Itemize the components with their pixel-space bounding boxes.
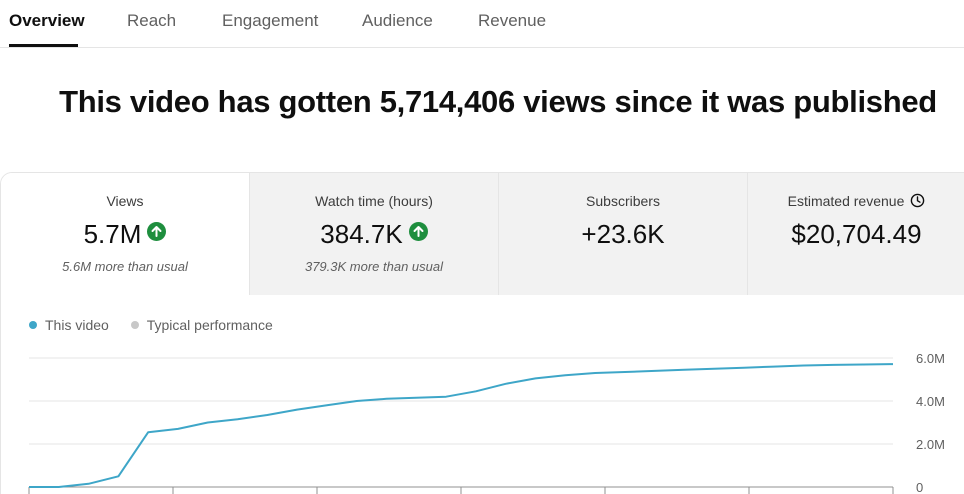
legend-label: This video xyxy=(45,317,109,333)
metric-note: 5.6M more than usual xyxy=(62,259,188,274)
metric-label: Watch time (hours) xyxy=(315,193,433,209)
tab-audience[interactable]: Audience xyxy=(362,11,433,30)
y-gridlines xyxy=(29,357,893,488)
metric-value-text: 5.7M xyxy=(83,219,142,249)
x-axis-ticks xyxy=(28,487,894,494)
metric-tabs: Views 5.7M 5.6M more than usual Watch ti… xyxy=(1,173,964,295)
tab-revenue[interactable]: Revenue xyxy=(478,11,547,30)
metric-value: 384.7K xyxy=(250,219,498,250)
y-tick-label: 4.0M xyxy=(916,394,945,409)
views-line-chart: 6.0M 4.0M 2.0M 0 xyxy=(28,351,945,494)
metrics-card: Views 5.7M 5.6M more than usual Watch ti… xyxy=(0,172,964,494)
legend-this-video: This video xyxy=(29,317,109,333)
tab-engagement[interactable]: Engagement xyxy=(222,11,319,30)
y-tick-label: 2.0M xyxy=(916,437,945,452)
active-tab-indicator xyxy=(9,44,78,47)
metric-label: Views xyxy=(106,193,144,209)
chart-legend: This video Typical performance xyxy=(29,317,291,333)
series-line-this-video xyxy=(29,363,894,488)
views-headline: This video has gotten 5,714,406 views si… xyxy=(59,84,937,119)
metric-estimated-revenue[interactable]: Estimated revenue $20,704.49 xyxy=(748,173,964,295)
clock-icon xyxy=(910,193,925,211)
analytics-tabs: Overview Reach Engagement Audience Reven… xyxy=(0,0,964,48)
arrow-up-icon xyxy=(408,222,428,241)
metric-subscribers[interactable]: Subscribers +23.6K xyxy=(499,173,748,295)
metric-value: $20,704.49 xyxy=(748,219,964,250)
metric-label: Estimated revenue xyxy=(748,193,964,211)
metric-value-text: +23.6K xyxy=(581,219,665,249)
metric-value: 5.7M xyxy=(1,219,249,250)
legend-dot-icon xyxy=(29,321,37,329)
metric-watch-time[interactable]: Watch time (hours) 384.7K 379.3K more th… xyxy=(250,173,499,295)
metric-value-text: 384.7K xyxy=(320,219,403,249)
y-tick-label: 6.0M xyxy=(916,351,945,366)
legend-typical-performance: Typical performance xyxy=(130,317,273,333)
metric-label: Subscribers xyxy=(586,193,660,209)
metric-views[interactable]: Views 5.7M 5.6M more than usual xyxy=(1,173,250,295)
arrow-up-icon xyxy=(147,222,167,241)
metric-label-text: Estimated revenue xyxy=(787,193,905,209)
metric-value-text: $20,704.49 xyxy=(791,219,922,249)
metric-note: 379.3K more than usual xyxy=(304,259,444,274)
legend-label: Typical performance xyxy=(146,317,273,333)
tab-overview[interactable]: Overview xyxy=(9,11,85,30)
y-tick-label: 0 xyxy=(916,480,923,494)
metric-value: +23.6K xyxy=(499,219,747,250)
tab-reach[interactable]: Reach xyxy=(127,11,177,30)
legend-dot-icon xyxy=(130,321,139,329)
